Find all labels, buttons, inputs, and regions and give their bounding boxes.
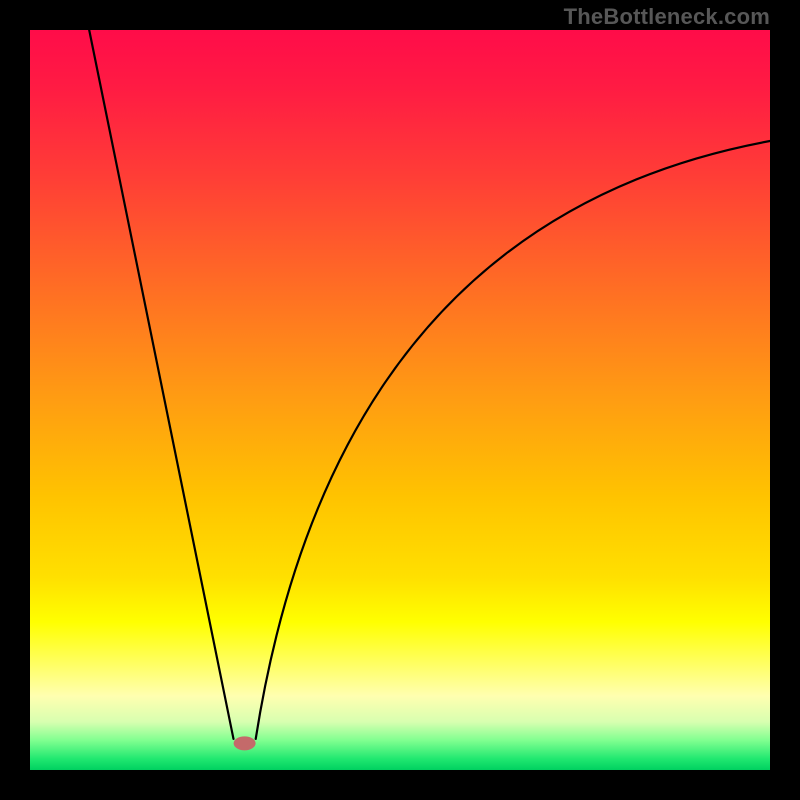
plot-area [30, 30, 770, 770]
min-marker [234, 736, 256, 750]
chart-background [30, 30, 770, 770]
chart-svg [30, 30, 770, 770]
watermark-text: TheBottleneck.com [564, 4, 770, 30]
chart-frame: TheBottleneck.com [0, 0, 800, 800]
